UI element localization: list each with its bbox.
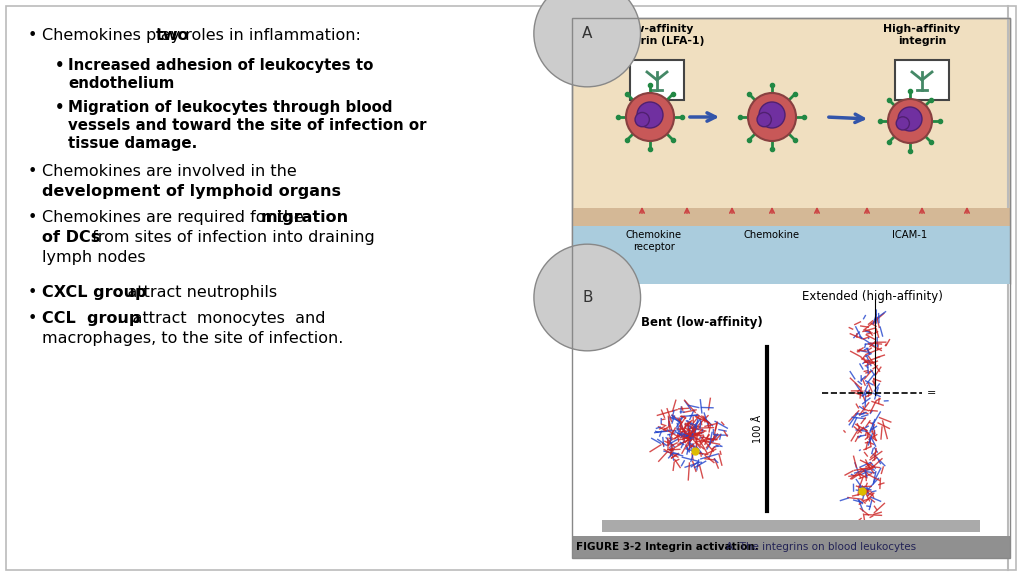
Text: •: • [28,210,37,225]
Text: •: • [28,28,37,43]
FancyBboxPatch shape [572,226,1010,284]
Text: FIGURE 3-2 Integrin activation.: FIGURE 3-2 Integrin activation. [575,542,763,552]
Text: =: = [927,388,936,398]
FancyBboxPatch shape [6,6,1016,570]
Circle shape [626,93,674,141]
Text: Chemokines are required for the: Chemokines are required for the [42,210,309,225]
Text: CCL  group: CCL group [42,311,140,326]
Text: Extended (high-affinity): Extended (high-affinity) [802,290,942,303]
FancyBboxPatch shape [572,536,1010,558]
Text: Migration of leukocytes through blood: Migration of leukocytes through blood [68,100,392,115]
FancyBboxPatch shape [572,284,1010,536]
Text: Chemokines are involved in the: Chemokines are involved in the [42,164,297,179]
Text: roles in inflammation:: roles in inflammation: [179,28,360,43]
Text: B: B [582,290,593,305]
FancyBboxPatch shape [572,208,1010,226]
FancyBboxPatch shape [895,60,949,100]
Text: vessels and toward the site of infection or: vessels and toward the site of infection… [68,118,427,133]
Text: •: • [55,58,65,73]
Text: Low-affinity
integrin (LFA-1): Low-affinity integrin (LFA-1) [609,24,705,47]
Circle shape [757,112,771,127]
Text: migration: migration [261,210,349,225]
Text: from sites of infection into draining: from sites of infection into draining [87,230,375,245]
Text: lymph nodes: lymph nodes [42,250,145,265]
Text: Chemokines play: Chemokines play [42,28,185,43]
Circle shape [759,102,785,128]
Text: two: two [156,28,189,43]
Text: A. The integrins on blood leukocytes: A. The integrins on blood leukocytes [726,542,916,552]
Circle shape [896,117,909,130]
Text: •: • [28,164,37,179]
Text: Bent (low-affinity): Bent (low-affinity) [641,316,763,329]
Circle shape [635,112,649,127]
Circle shape [748,93,796,141]
Text: macrophages, to the site of infection.: macrophages, to the site of infection. [42,331,343,346]
FancyBboxPatch shape [572,18,1010,284]
Text: High-affinity
integrin: High-affinity integrin [884,24,961,47]
Text: 100 Å: 100 Å [753,415,763,443]
FancyBboxPatch shape [630,60,684,100]
Circle shape [888,99,932,143]
Text: CXCL group: CXCL group [42,285,146,300]
Text: •: • [28,285,37,300]
FancyBboxPatch shape [602,520,980,532]
Text: •: • [28,311,37,326]
Text: ICAM-1: ICAM-1 [892,230,928,240]
Circle shape [637,102,663,128]
Text: of DCs: of DCs [42,230,100,245]
Text: tissue damage.: tissue damage. [68,136,198,151]
Text: :  attract  monocytes  and: : attract monocytes and [117,311,326,326]
Text: Increased adhesion of leukocytes to: Increased adhesion of leukocytes to [68,58,374,73]
Text: •: • [55,100,65,115]
Text: development of lymphoid organs: development of lymphoid organs [42,184,341,199]
Text: : attract neutrophils: : attract neutrophils [117,285,276,300]
Circle shape [898,107,922,131]
Text: Chemokine: Chemokine [744,230,800,240]
Text: endothelium: endothelium [68,76,174,91]
Text: A: A [582,26,592,41]
Text: Chemokine
receptor: Chemokine receptor [626,230,682,252]
